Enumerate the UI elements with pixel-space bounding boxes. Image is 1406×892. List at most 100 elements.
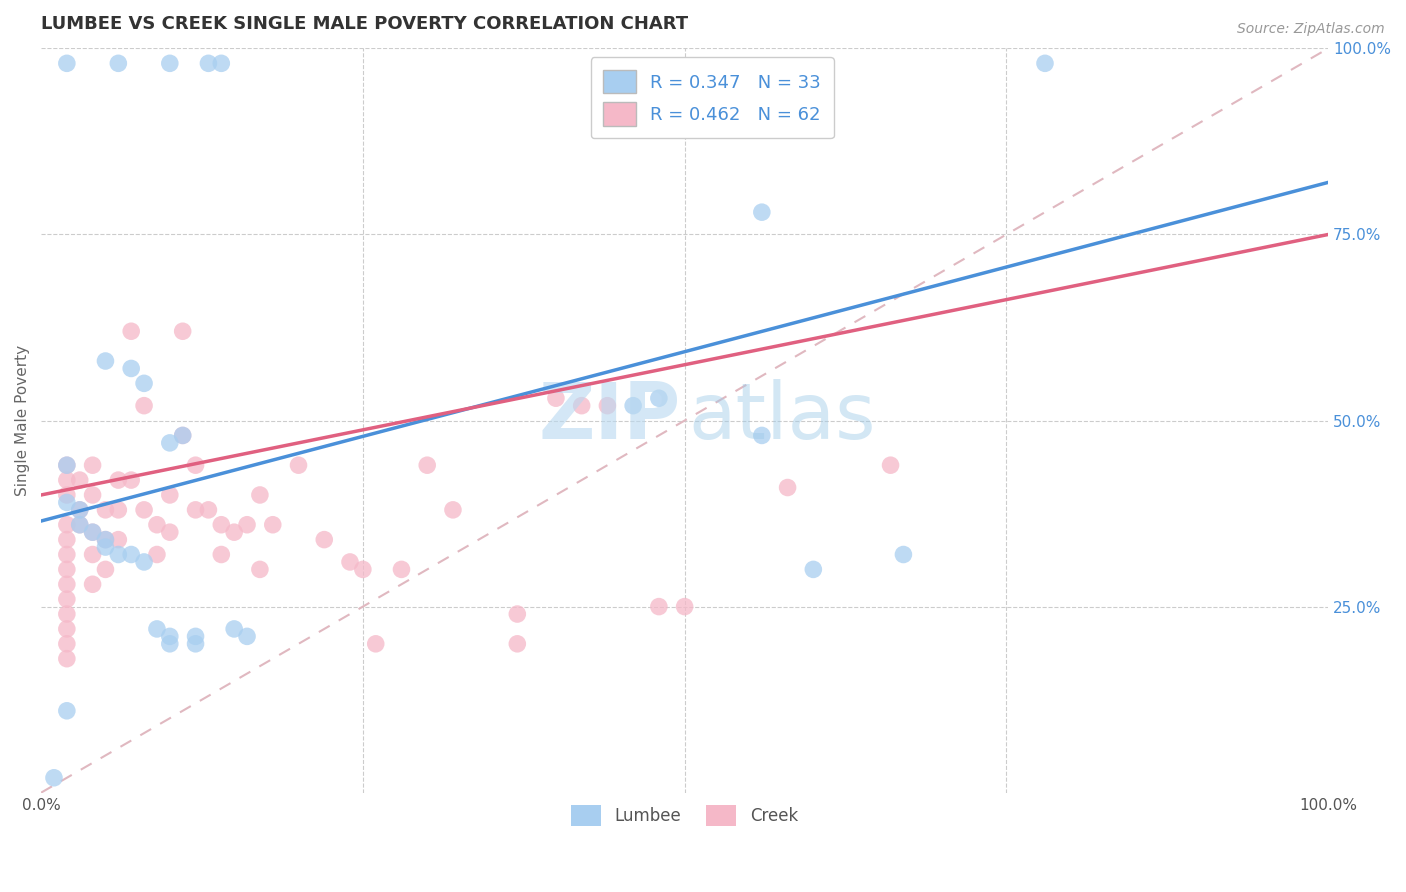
Point — [69, 503, 91, 517]
Point — [69, 503, 91, 517]
Point — [209, 548, 232, 562]
Point — [132, 503, 155, 517]
Point — [107, 548, 129, 562]
Point — [893, 548, 915, 562]
Point — [56, 651, 79, 665]
Point — [209, 517, 232, 532]
Point — [184, 503, 207, 517]
Point — [56, 488, 79, 502]
Point — [56, 607, 79, 621]
Point — [94, 533, 117, 547]
Point — [146, 548, 169, 562]
Point — [107, 533, 129, 547]
Point — [236, 517, 259, 532]
Point — [184, 458, 207, 473]
Point — [262, 517, 284, 532]
Point — [82, 525, 104, 540]
Point — [56, 458, 79, 473]
Point — [132, 555, 155, 569]
Point — [146, 517, 169, 532]
Point — [107, 473, 129, 487]
Point — [56, 548, 79, 562]
Point — [648, 391, 671, 405]
Point — [506, 637, 529, 651]
Point — [69, 517, 91, 532]
Point — [132, 376, 155, 391]
Point — [159, 56, 181, 70]
Point — [69, 473, 91, 487]
Point — [416, 458, 439, 473]
Point — [82, 488, 104, 502]
Point — [224, 622, 246, 636]
Text: atlas: atlas — [689, 379, 876, 455]
Point — [776, 481, 799, 495]
Point — [56, 517, 79, 532]
Point — [879, 458, 901, 473]
Point — [236, 629, 259, 643]
Point — [56, 592, 79, 607]
Point — [621, 399, 644, 413]
Point — [339, 555, 361, 569]
Point — [56, 637, 79, 651]
Point — [146, 622, 169, 636]
Point — [120, 473, 142, 487]
Point — [56, 473, 79, 487]
Point — [107, 56, 129, 70]
Point — [571, 399, 593, 413]
Point — [56, 533, 79, 547]
Point — [544, 391, 567, 405]
Point — [801, 562, 824, 576]
Point — [197, 503, 219, 517]
Point — [120, 361, 142, 376]
Point — [56, 562, 79, 576]
Point — [673, 599, 696, 614]
Point — [107, 503, 129, 517]
Point — [751, 428, 773, 442]
Point — [209, 56, 232, 70]
Point — [159, 435, 181, 450]
Point — [172, 428, 194, 442]
Point — [94, 503, 117, 517]
Point — [184, 629, 207, 643]
Point — [1033, 56, 1056, 70]
Point — [197, 56, 219, 70]
Legend: Lumbee, Creek: Lumbee, Creek — [561, 795, 808, 837]
Point — [648, 599, 671, 614]
Point — [94, 533, 117, 547]
Text: Source: ZipAtlas.com: Source: ZipAtlas.com — [1237, 22, 1385, 37]
Point — [159, 525, 181, 540]
Point — [56, 704, 79, 718]
Point — [314, 533, 336, 547]
Point — [352, 562, 374, 576]
Point — [159, 488, 181, 502]
Point — [506, 607, 529, 621]
Point — [120, 548, 142, 562]
Point — [596, 399, 619, 413]
Point — [94, 540, 117, 554]
Point — [391, 562, 413, 576]
Point — [132, 399, 155, 413]
Text: LUMBEE VS CREEK SINGLE MALE POVERTY CORRELATION CHART: LUMBEE VS CREEK SINGLE MALE POVERTY CORR… — [41, 15, 688, 33]
Point — [120, 324, 142, 338]
Point — [249, 488, 271, 502]
Point — [184, 637, 207, 651]
Point — [82, 577, 104, 591]
Point — [56, 577, 79, 591]
Y-axis label: Single Male Poverty: Single Male Poverty — [15, 345, 30, 496]
Point — [56, 622, 79, 636]
Point — [82, 548, 104, 562]
Point — [56, 56, 79, 70]
Point — [287, 458, 309, 473]
Point — [56, 495, 79, 509]
Point — [56, 458, 79, 473]
Point — [82, 525, 104, 540]
Point — [172, 428, 194, 442]
Point — [172, 324, 194, 338]
Point — [159, 637, 181, 651]
Point — [751, 205, 773, 219]
Text: ZIP: ZIP — [538, 379, 681, 455]
Point — [224, 525, 246, 540]
Point — [69, 517, 91, 532]
Point — [94, 562, 117, 576]
Point — [94, 354, 117, 368]
